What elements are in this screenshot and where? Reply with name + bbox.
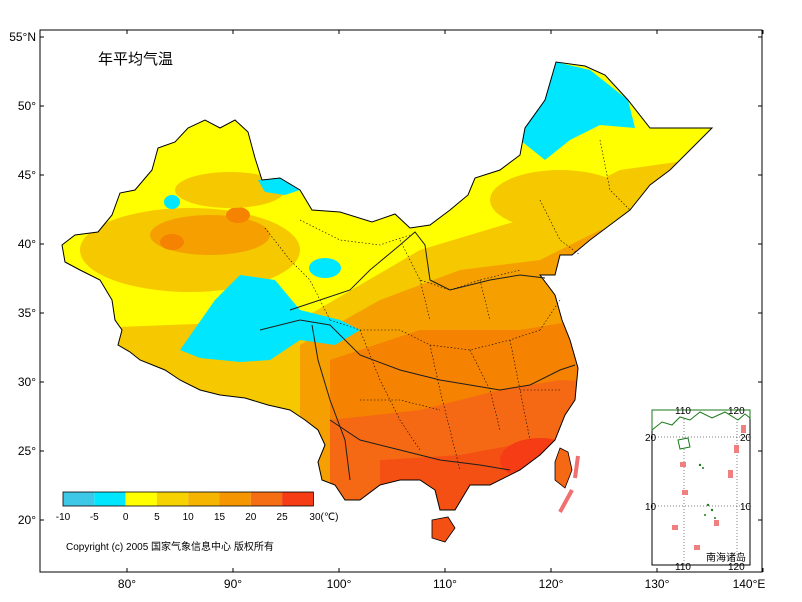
lon-tick-label: 120° <box>539 577 564 591</box>
legend-label: 10 <box>183 512 195 523</box>
inset-bottom-tick-120: 120 <box>728 562 745 573</box>
legend-swatch <box>282 492 314 506</box>
inset-hainan <box>677 437 691 450</box>
inset-nine-dash-line <box>672 425 746 550</box>
pearl-river <box>329 419 511 471</box>
mekong-river <box>311 324 351 481</box>
inset-grid <box>652 410 750 565</box>
lat-tick-label: 40° <box>18 237 36 251</box>
legend-label: 5 <box>154 512 160 523</box>
legend-swatch <box>94 492 126 506</box>
inset-left-tick-10: 10 <box>645 502 657 513</box>
yellow-river <box>289 231 546 311</box>
inset-top-tick-120: 120 <box>728 406 745 417</box>
sea-boundary-dashes <box>558 455 580 513</box>
lat-tick-label: 30° <box>18 375 36 389</box>
longitude-ticks: 80° 90° 100° 110° 120° 130° 140°E <box>118 30 765 591</box>
inset-right-tick-10: 10 <box>740 502 752 513</box>
lon-tick-label: 80° <box>118 577 136 591</box>
lon-tick-label: 140°E <box>733 577 766 591</box>
rivers <box>259 231 576 481</box>
legend-swatch <box>156 492 189 506</box>
map-title: 年平均气温 <box>98 50 173 68</box>
legend-swatch <box>188 492 220 506</box>
legend-label: 20 <box>245 512 257 523</box>
inset-islands <box>698 463 716 519</box>
legend-unit-label: 30(℃) <box>309 512 338 523</box>
lat-tick-label: 25° <box>18 444 36 458</box>
legend-swatch <box>63 492 95 506</box>
legend-swatch <box>125 492 157 506</box>
inset-title: 南海诸岛 <box>706 551 746 564</box>
lat-tick-label: 45° <box>18 168 36 182</box>
inset-coast <box>651 409 751 432</box>
inset-top-tick-110: 110 <box>675 406 691 417</box>
south-china-sea-inset: 110 120 110 120 20 10 20 10 南海诸岛 <box>645 406 752 573</box>
lon-tick-label: 90° <box>224 577 242 591</box>
legend-label: 15 <box>214 512 226 523</box>
legend-label: -5 <box>90 512 99 523</box>
inset-frame <box>651 409 751 566</box>
lon-tick-label: 110° <box>433 577 457 591</box>
legend-frame <box>62 491 314 507</box>
legend-swatch <box>250 492 283 506</box>
lat-tick-label: 50° <box>18 99 36 113</box>
legend-swatch <box>219 492 251 506</box>
inset-left-tick-20: 20 <box>645 433 657 444</box>
legend-label: 25 <box>277 512 289 523</box>
copyright-text: Copyright (c) 2005 国家气象信息中心 版权所有 <box>66 540 274 553</box>
yangtze-river <box>259 319 576 391</box>
lat-tick-label: 20° <box>18 513 36 527</box>
lat-tick-label: 35° <box>18 306 36 320</box>
legend-label: 0 <box>123 512 129 523</box>
lon-tick-label: 100° <box>327 577 352 591</box>
lon-tick-label: 130° <box>645 577 670 591</box>
lat-tick-label: 55°N <box>9 30 36 44</box>
inset-right-tick-20: 20 <box>740 433 752 444</box>
hainan-island <box>431 516 456 543</box>
latitude-ticks: 55°N 50° 45° 40° 35° 30° 25° 20° <box>9 30 762 527</box>
inset-bottom-tick-110: 110 <box>675 562 691 573</box>
color-legend: -10 -5 0 5 10 15 20 25 30(℃) <box>56 491 338 523</box>
taiwan-island <box>554 447 573 489</box>
legend-label: -10 <box>56 512 71 523</box>
